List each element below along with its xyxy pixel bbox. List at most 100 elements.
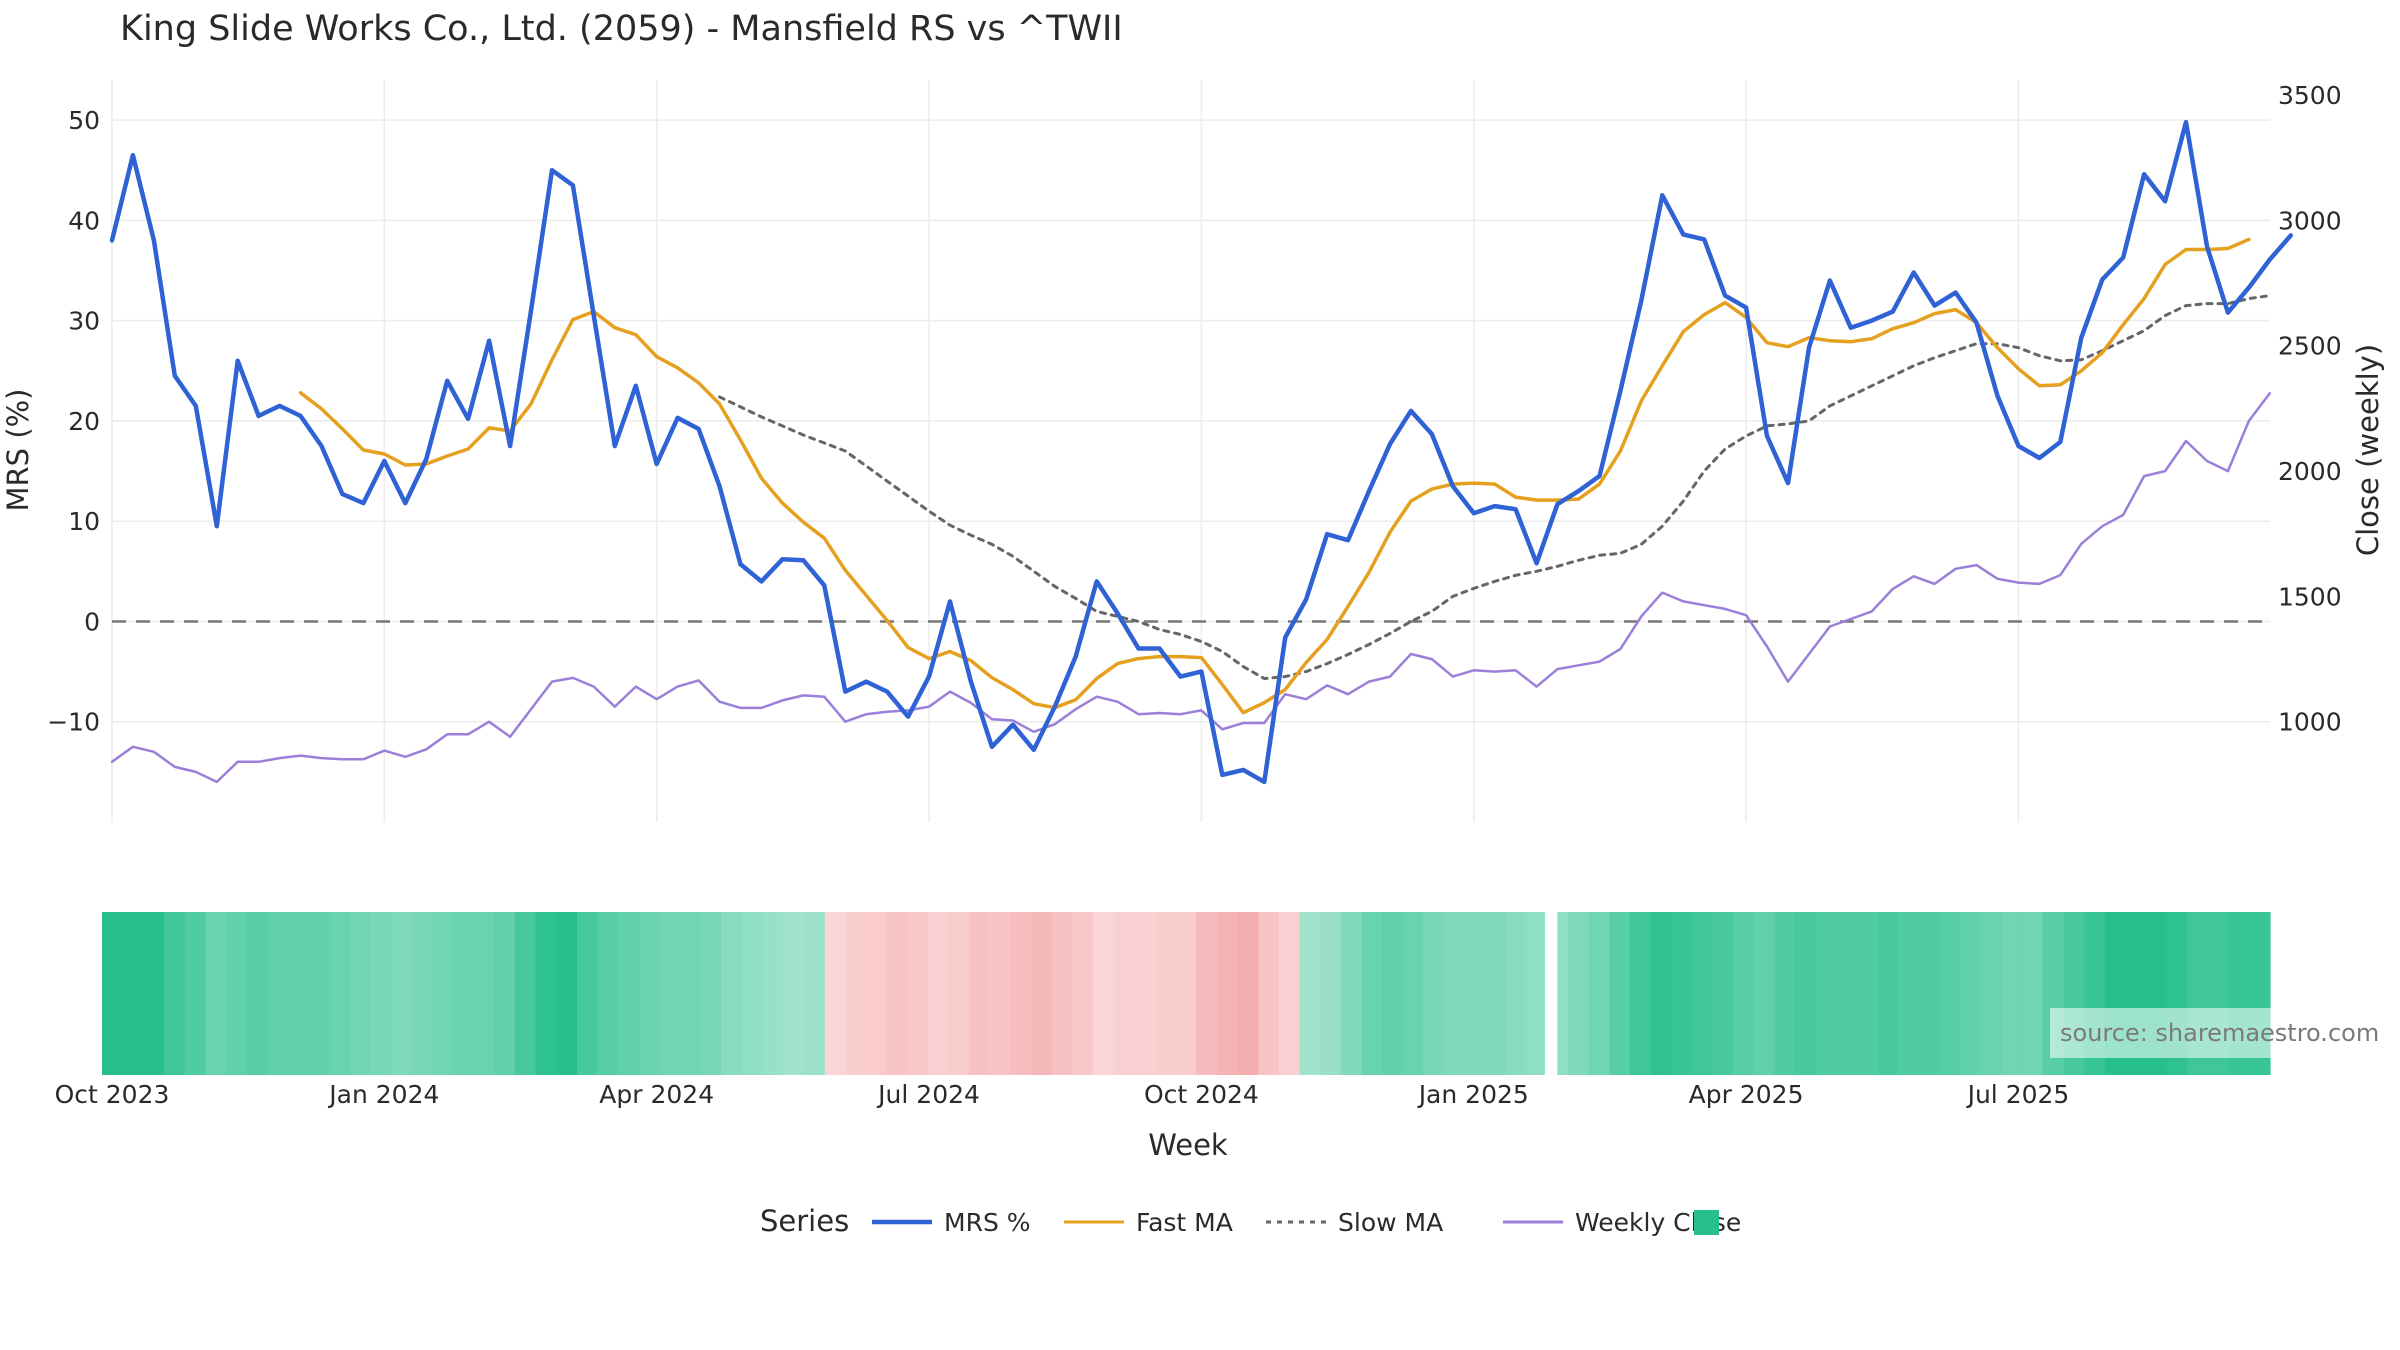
strip-cell [1671, 912, 1693, 1075]
right-tick-label: 2000 [2278, 457, 2342, 486]
strip-cell [1836, 912, 1858, 1075]
left-tick-label: 30 [68, 307, 100, 336]
strip-cell [225, 912, 248, 1075]
strip-cell [494, 912, 516, 1075]
strip-cell [473, 912, 495, 1075]
strip-cell [287, 912, 309, 1075]
strip-cell [432, 912, 454, 1075]
source-watermark: source: sharemaestro.com [2050, 1008, 2380, 1058]
strip-cell [1464, 912, 1486, 1075]
strip-cell [1113, 912, 1135, 1075]
strip-cell [143, 912, 165, 1075]
legend: Series MRS % Fast MA Slow MA Weekly Close [760, 1204, 1741, 1238]
strip-cell [1196, 912, 1218, 1075]
strip-cell [411, 912, 433, 1075]
strip-cell [1278, 912, 1301, 1075]
strip-cell [1753, 912, 1775, 1075]
strip-cell [1609, 912, 1631, 1075]
strip-cell [1134, 912, 1156, 1075]
strip-cell [1795, 912, 1817, 1075]
x-axis: Oct 2023 Jan 2024 Apr 2024 Jul 2024 Oct 2024… [55, 1080, 2070, 1109]
grid [111, 80, 2270, 822]
strip-cell [2001, 912, 2023, 1075]
strip-cell [1258, 912, 1280, 1075]
strip-cell [1733, 912, 1755, 1075]
strip-cell [1774, 912, 1796, 1075]
strip-cell [2022, 912, 2044, 1075]
strength-strip [102, 912, 2271, 1075]
strip-cell [102, 912, 124, 1075]
strip-cell [1588, 912, 1610, 1075]
strip-cell [1175, 912, 1197, 1075]
left-tick-label: 0 [84, 607, 100, 636]
left-tick-label: 40 [68, 206, 100, 235]
left-tick-label: 20 [68, 407, 100, 436]
strip-cell [1423, 912, 1445, 1075]
strip-cell [762, 912, 784, 1075]
x-tick-label: Oct 2024 [1144, 1080, 1259, 1109]
strip-cell [1939, 912, 1961, 1075]
strip-cell [1898, 912, 1920, 1075]
strip-cell [308, 912, 330, 1075]
strip-cell [700, 912, 722, 1075]
strip-cell [680, 912, 702, 1075]
strip-cell [556, 912, 578, 1075]
strip-cell [927, 912, 950, 1075]
x-tick-label: Jan 2024 [327, 1080, 439, 1109]
strip-cell [122, 912, 144, 1075]
strip-cell [638, 912, 660, 1075]
x-tick-label: Oct 2023 [55, 1080, 170, 1109]
strip-cell [163, 912, 186, 1075]
x-tick-label: Apr 2024 [599, 1080, 714, 1109]
strip-cell [721, 912, 743, 1075]
legend-item-label: Slow MA [1338, 1208, 1443, 1237]
strip-cell [1877, 912, 1899, 1075]
series-weekly-close-line [110, 392, 2272, 784]
strip-cell [1051, 912, 1073, 1075]
strip-cell [1650, 912, 1672, 1075]
x-tick-label: Jan 2025 [1417, 1080, 1529, 1109]
strip-cell [742, 912, 764, 1075]
strip-cell [618, 912, 640, 1075]
left-tick-label: 50 [68, 106, 100, 135]
strip-cell [1072, 912, 1094, 1075]
strip-cell [1485, 912, 1507, 1075]
strip-cell [969, 912, 991, 1075]
strip-cell [824, 912, 846, 1075]
left-tick-label: −10 [47, 708, 100, 737]
strip-cell [1506, 912, 1528, 1075]
strip-cell [1712, 912, 1734, 1075]
strip-cell [1031, 912, 1053, 1075]
strip-cell [1299, 912, 1321, 1075]
strip-cell [391, 912, 413, 1075]
strip-cell [1815, 912, 1837, 1075]
strip-cell [515, 912, 537, 1075]
series-mrs-line [109, 119, 2294, 785]
right-tick-label: 2500 [2278, 332, 2342, 361]
strip-cell [1010, 912, 1032, 1075]
left-axis: 50 40 30 20 10 0 −10 [47, 106, 100, 737]
strip-cell [989, 912, 1011, 1075]
strip-cell [1980, 912, 2003, 1075]
strip-cell [453, 912, 475, 1075]
strip-cell [948, 912, 970, 1075]
strip-cell [1093, 912, 1115, 1075]
x-axis-title: Week [1148, 1128, 1228, 1162]
y-axis-left-title: MRS (%) [1, 389, 35, 512]
strip-cell [1155, 912, 1177, 1075]
right-tick-label: 1000 [2278, 708, 2342, 737]
chart-title: King Slide Works Co., Ltd. (2059) - Mans… [120, 9, 1123, 49]
left-tick-label: 10 [68, 507, 100, 536]
strip-cell [1557, 912, 1569, 1075]
strip-cell [1568, 912, 1590, 1075]
strip-cell [1382, 912, 1404, 1075]
strip-cell [184, 912, 206, 1075]
strip-cell [329, 912, 351, 1075]
strip-cell [535, 912, 557, 1075]
strip-cell [205, 912, 227, 1075]
series-slow-ma-line [718, 294, 2272, 681]
right-axis: 3500 3000 2500 2000 1500 1000 [2278, 81, 2342, 737]
strip-cell [1691, 912, 1714, 1075]
strip-cell [370, 912, 392, 1075]
strip-cell [1237, 912, 1259, 1075]
